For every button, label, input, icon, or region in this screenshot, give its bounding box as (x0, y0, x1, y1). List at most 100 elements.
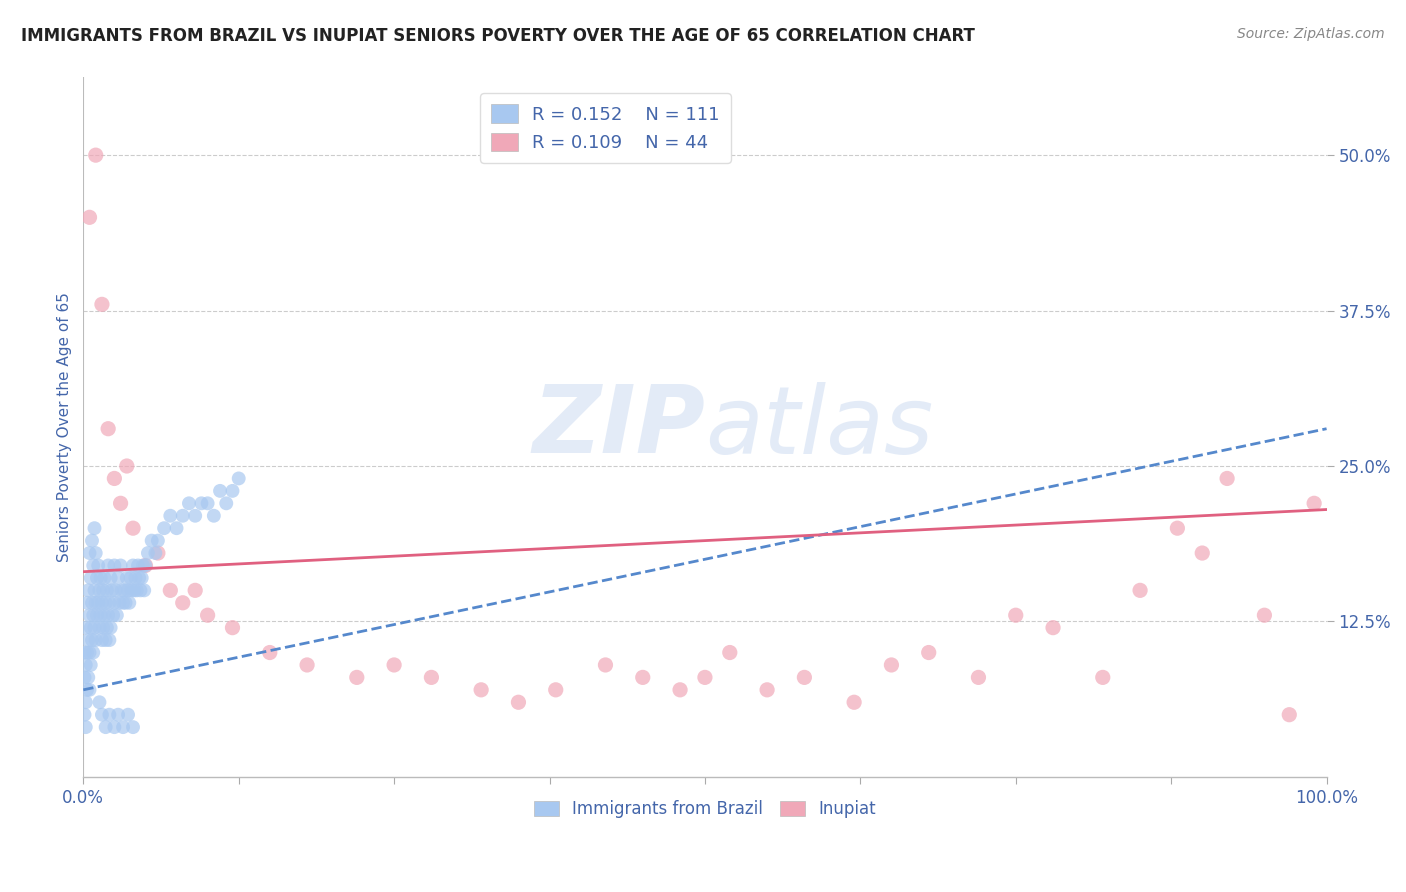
Point (79, 546, 101, 560)
Point (122, 583, 145, 598)
Point (98, 707, 121, 722)
Point (80, 571, 103, 585)
Point (90, 571, 112, 585)
Point (107, 571, 129, 585)
Point (295, 657, 318, 672)
Point (134, 558, 156, 573)
Point (79, 608, 101, 623)
Point (97, 558, 120, 573)
Point (87, 558, 110, 573)
Point (75, 720, 97, 734)
Point (1253, 608, 1275, 623)
Point (184, 508, 207, 523)
Point (172, 508, 194, 523)
Point (112, 720, 135, 734)
Point (93, 608, 115, 623)
Point (96, 583, 118, 598)
Point (79, 211, 101, 225)
Point (756, 682, 779, 697)
Point (172, 596, 194, 610)
Point (97, 422, 120, 436)
Point (83, 621, 105, 635)
Point (103, 596, 125, 610)
Point (94, 633, 117, 648)
Point (880, 657, 903, 672)
Point (129, 583, 152, 598)
Point (82, 646, 104, 660)
Point (146, 533, 169, 548)
Point (89, 621, 111, 635)
Text: Source: ZipAtlas.com: Source: ZipAtlas.com (1237, 27, 1385, 41)
Point (104, 583, 127, 598)
Point (80, 621, 103, 635)
Point (77, 633, 100, 648)
Point (73, 707, 96, 722)
Point (228, 471, 250, 485)
Point (918, 646, 941, 660)
Point (115, 458, 138, 473)
Point (90, 608, 112, 623)
Point (1166, 521, 1188, 535)
Point (86, 608, 108, 623)
Point (127, 558, 149, 573)
Point (103, 471, 125, 485)
Point (80, 596, 103, 610)
Point (101, 608, 124, 623)
Point (693, 670, 716, 684)
Point (669, 682, 692, 697)
Point (112, 583, 135, 598)
Point (1042, 621, 1064, 635)
Point (215, 496, 238, 510)
Point (76, 596, 98, 610)
Point (202, 508, 225, 523)
Point (631, 670, 654, 684)
Point (91, 621, 114, 635)
Point (508, 695, 530, 709)
Point (91, 297, 114, 311)
Point (120, 571, 142, 585)
Point (122, 720, 145, 734)
Point (94, 596, 117, 610)
Text: atlas: atlas (704, 382, 934, 473)
Point (100, 571, 122, 585)
Point (153, 521, 176, 535)
Point (166, 521, 188, 535)
Point (108, 596, 131, 610)
Point (793, 670, 815, 684)
Point (967, 670, 990, 684)
Point (134, 558, 156, 573)
Point (84, 148, 107, 162)
Point (146, 546, 169, 560)
Point (82, 608, 104, 623)
Point (190, 496, 212, 510)
Point (132, 558, 155, 573)
Point (134, 583, 156, 598)
Point (1303, 496, 1326, 510)
Point (91, 583, 114, 598)
Point (221, 621, 243, 635)
Point (91, 633, 114, 648)
Point (259, 646, 281, 660)
Point (87, 596, 110, 610)
Point (101, 583, 124, 598)
Point (125, 583, 148, 598)
Point (91, 707, 114, 722)
Point (76, 646, 98, 660)
Point (141, 533, 163, 548)
Point (77, 670, 100, 684)
Point (117, 707, 139, 722)
Point (107, 707, 129, 722)
Point (82, 558, 104, 573)
Point (221, 483, 243, 498)
Point (89, 583, 111, 598)
Point (83, 583, 105, 598)
Point (197, 496, 219, 510)
Point (86, 571, 108, 585)
Point (117, 583, 139, 598)
Point (159, 508, 181, 523)
Point (79, 646, 101, 660)
Point (80, 657, 103, 672)
Point (110, 558, 132, 573)
Point (842, 695, 865, 709)
Point (84, 546, 107, 560)
